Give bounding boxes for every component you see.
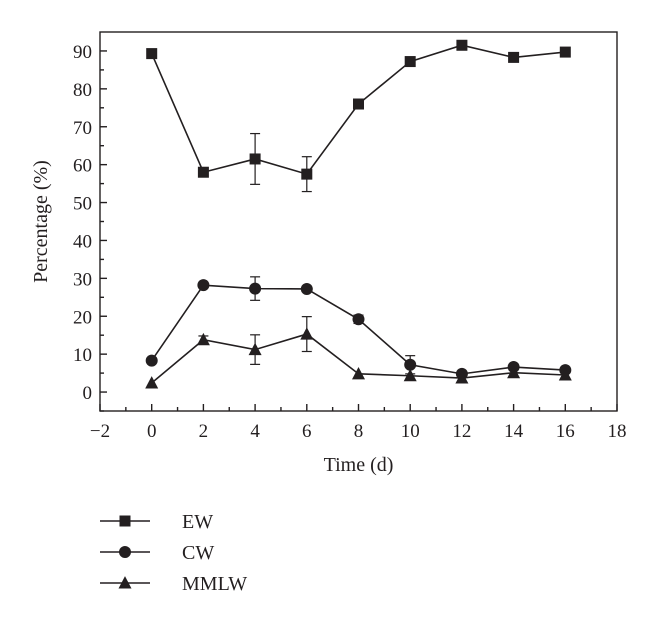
x-axis-label: Time (d) — [324, 454, 394, 476]
y-tick-label: 30 — [73, 269, 92, 290]
data-point-ew — [559, 46, 571, 58]
legend-label-cw: CW — [182, 542, 214, 564]
data-point-cw — [145, 354, 158, 367]
x-tick-label: 18 — [608, 421, 627, 442]
data-point-mmlw — [507, 365, 521, 379]
legend-item-ew: EW — [100, 511, 213, 533]
legend-item-mmlw: MMLW — [100, 573, 247, 595]
series-ew — [146, 39, 571, 193]
data-point-ew — [197, 166, 209, 178]
y-tick-label: 60 — [73, 156, 92, 177]
data-point-mmlw — [300, 327, 314, 340]
y-axis-label: Percentage (%) — [30, 160, 52, 283]
series-mmlw — [145, 316, 572, 389]
y-tick-label: 10 — [73, 345, 92, 366]
y-tick-label: 20 — [73, 307, 92, 328]
x-tick-label: −2 — [90, 421, 110, 442]
x-tick-label: 8 — [354, 421, 364, 442]
data-point-mmlw — [352, 366, 365, 380]
axes: −2 0 2 4 6 8 10 12 14 16 18 0 10 20 30 40 50 60 70 80 90 — [73, 31, 627, 442]
x-tick-label: 6 — [302, 421, 312, 442]
x-tick-label: 2 — [199, 421, 209, 442]
y-tick-label: 0 — [83, 383, 93, 404]
x-tick-label: 10 — [401, 421, 420, 442]
data-point-cw — [352, 313, 365, 326]
series-cw — [145, 276, 572, 380]
data-point-ew — [353, 98, 364, 110]
data-point-ew — [249, 153, 261, 165]
plot-frame — [99, 31, 618, 412]
data-point-cw — [249, 282, 262, 295]
legend-label-ew: EW — [182, 511, 213, 533]
data-point-mmlw — [248, 342, 262, 356]
data-point-cw — [197, 279, 210, 292]
x-tick-label: 12 — [452, 421, 471, 442]
x-tick-label: 4 — [250, 421, 260, 442]
legend-marker-cw — [119, 546, 131, 558]
data-point-ew — [301, 168, 313, 180]
data-point-cw — [300, 282, 313, 295]
data-point-mmlw — [196, 332, 210, 346]
data-point-ew — [146, 48, 158, 60]
x-tick-label: 14 — [504, 421, 524, 442]
data-point-mmlw — [455, 371, 469, 384]
y-tick-label: 80 — [73, 80, 92, 101]
legend-label-mmlw: MMLW — [182, 573, 247, 595]
data-point-ew — [508, 51, 520, 63]
series-line-ew — [150, 44, 566, 176]
data-point-cw — [404, 358, 417, 371]
data-point-ew — [456, 39, 468, 51]
series-layer — [145, 39, 572, 389]
data-point-ew — [404, 56, 416, 68]
y-tick-label: 90 — [73, 42, 92, 63]
legend-marker-ew — [119, 515, 131, 527]
legend: EW CW MMLW — [100, 511, 247, 595]
y-tick-label: 70 — [73, 118, 92, 139]
y-tick-label: 50 — [73, 194, 92, 215]
data-point-mmlw — [558, 368, 572, 381]
legend-item-cw: CW — [100, 542, 214, 564]
series-line-cw — [151, 284, 566, 375]
data-point-mmlw — [403, 368, 417, 382]
x-tick-label: 16 — [556, 421, 575, 442]
data-point-mmlw — [145, 376, 159, 389]
legend-marker-mmlw — [118, 576, 132, 589]
x-tick-label: 0 — [147, 421, 157, 442]
y-tick-label: 40 — [73, 231, 92, 252]
